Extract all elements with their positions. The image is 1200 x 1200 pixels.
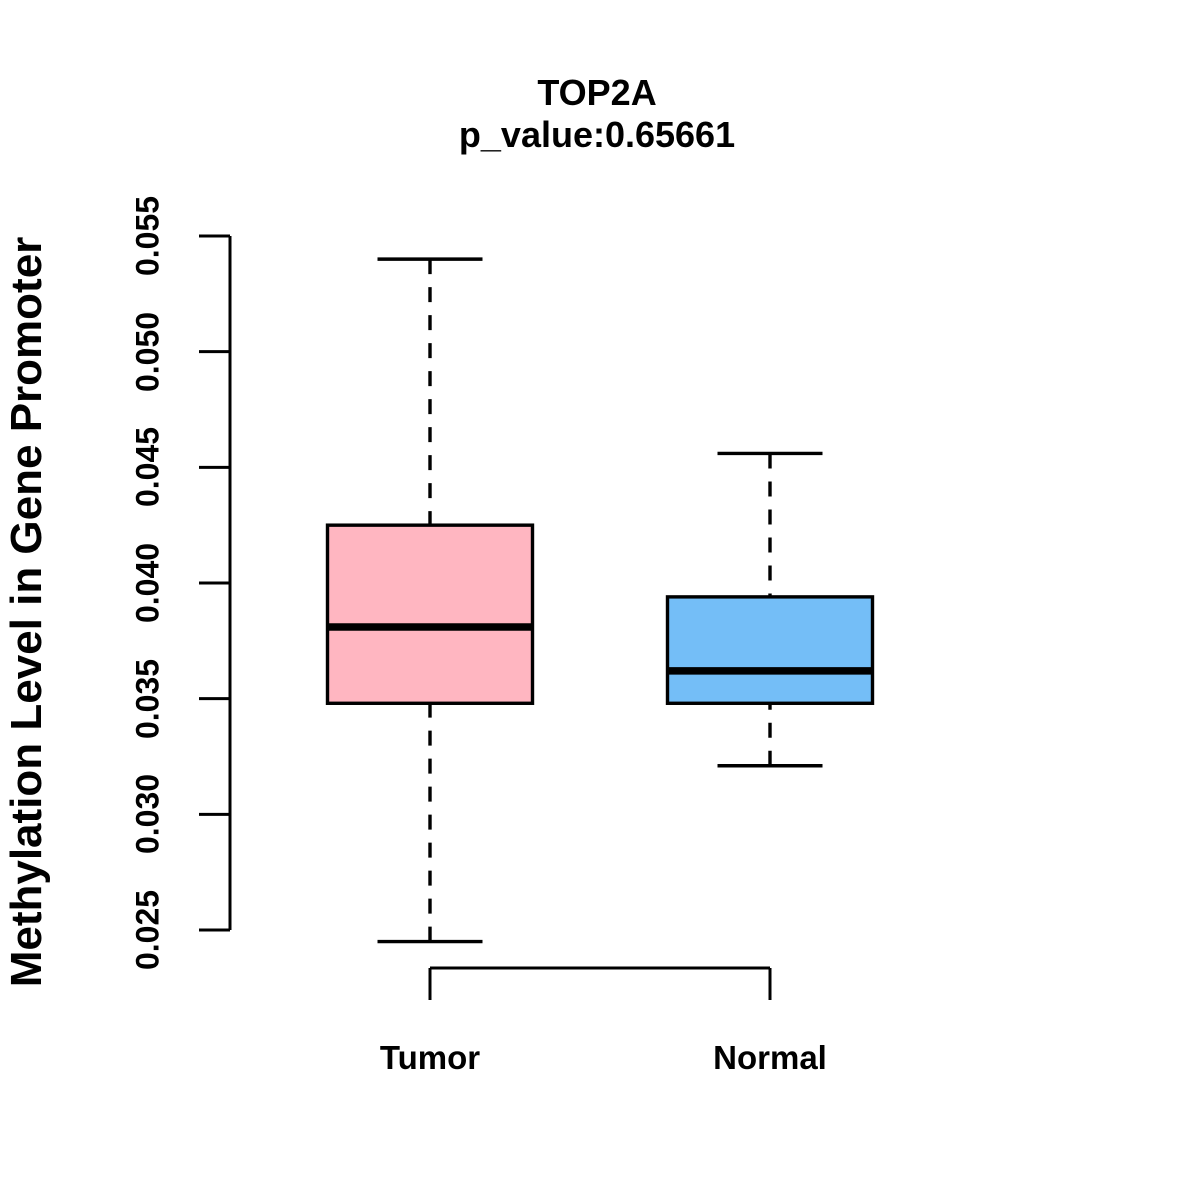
y-tick-label: 0.035 <box>129 658 166 739</box>
box-normal <box>665 595 875 705</box>
y-tick-label: 0.030 <box>129 774 166 855</box>
y-tick-label: 0.050 <box>129 311 166 392</box>
group-label-tumor: Tumor <box>379 1039 481 1076</box>
chart-subtitle: p_value:0.65661 <box>458 114 736 155</box>
y-tick-label: 0.045 <box>129 427 166 508</box>
box-tumor <box>325 523 535 705</box>
y-tick-label: 0.040 <box>129 542 166 624</box>
y-axis-label: Methylation Level in Gene Promoter <box>2 236 51 988</box>
y-tick-label: 0.055 <box>129 195 166 277</box>
group-label-normal: Normal <box>713 1039 827 1076</box>
chart-title: TOP2A <box>537 72 657 113</box>
y-tick-label: 0.025 <box>129 889 166 971</box>
